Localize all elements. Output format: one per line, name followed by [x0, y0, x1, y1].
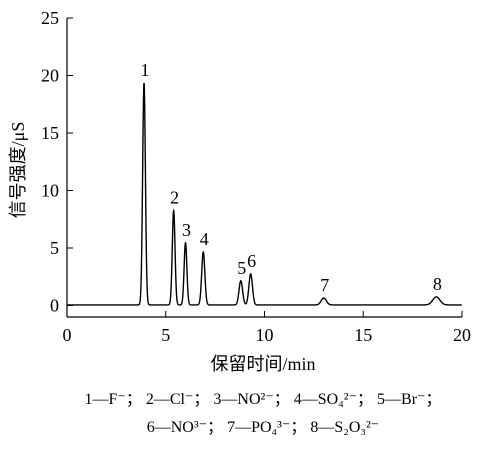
x-tick-label: 10: [256, 325, 274, 345]
peak-label-5: 5: [237, 258, 246, 278]
x-tick-label: 0: [63, 325, 72, 345]
peak-label-3: 3: [182, 220, 191, 240]
y-tick-label: 5: [50, 238, 59, 258]
axes: [66, 18, 462, 318]
peak-label-1: 1: [141, 60, 150, 80]
y-tick-label: 15: [41, 123, 59, 143]
peak-label-2: 2: [170, 188, 179, 208]
y-tick-label: 25: [41, 8, 59, 28]
y-tick-label: 20: [41, 66, 59, 86]
y-tick-label: 10: [41, 181, 59, 201]
peak-labels: 1 23 4 5 6 7 8: [141, 60, 442, 295]
y-axis-title: 信号强度/μS: [8, 122, 28, 219]
legend-line-2: 6—NO³⁻； 7—PO₄³⁻； 8—S₂O₃²⁻: [147, 419, 379, 436]
peak-label-7: 7: [320, 275, 329, 295]
peak-label-6: 6: [247, 251, 256, 271]
legend-line-1: 1—F⁻； 2—Cl⁻； 3—NO²⁻； 4—SO₄²⁻； 5—Br⁻；: [85, 391, 442, 408]
x-tick-label: 20: [453, 325, 471, 345]
signal-trace: [67, 82, 462, 306]
peak-label-4: 4: [200, 229, 209, 249]
y-tick-label: 0: [50, 296, 59, 316]
x-tick-label: 15: [354, 325, 372, 345]
x-tick-label: 5: [161, 325, 170, 345]
peak-label-8: 8: [433, 274, 442, 294]
x-axis-title: 保留时间/min: [210, 354, 315, 374]
